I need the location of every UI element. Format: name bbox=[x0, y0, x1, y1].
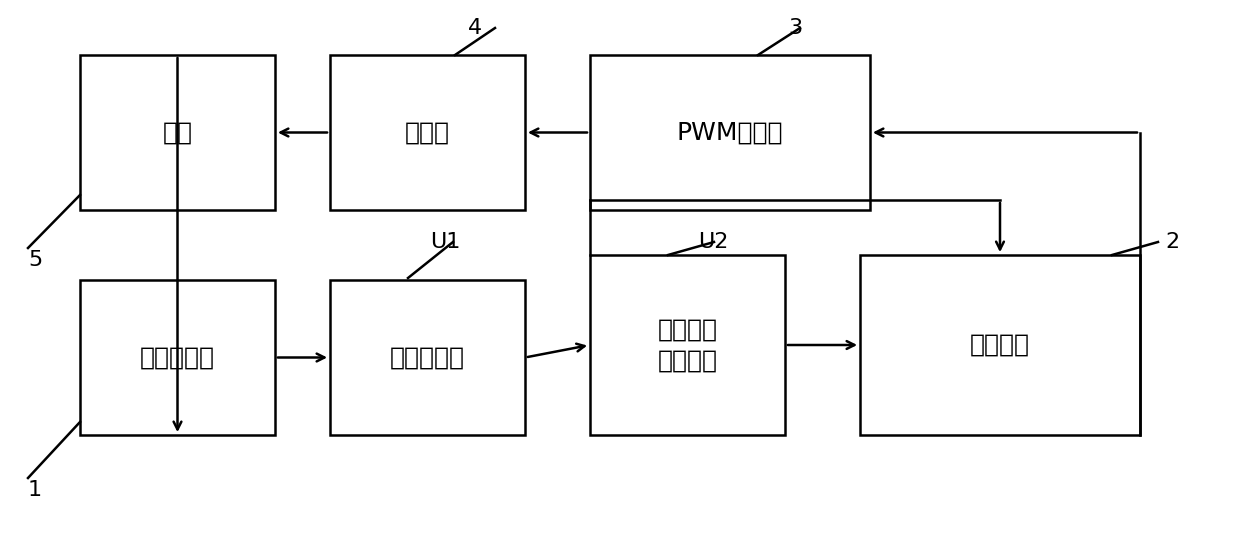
Bar bbox=[590, 55, 870, 210]
Bar bbox=[81, 280, 275, 435]
Bar bbox=[590, 255, 785, 435]
Text: U2: U2 bbox=[698, 232, 728, 252]
Bar bbox=[330, 280, 525, 435]
Text: 5: 5 bbox=[29, 250, 42, 270]
Text: 3: 3 bbox=[787, 18, 802, 38]
Bar bbox=[861, 255, 1140, 435]
Text: 4: 4 bbox=[467, 18, 482, 38]
Text: 微控制器: 微控制器 bbox=[970, 333, 1030, 357]
Text: 袖带: 袖带 bbox=[162, 121, 192, 144]
Text: 信号放大器: 信号放大器 bbox=[391, 345, 465, 369]
Text: 压力传感器: 压力传感器 bbox=[140, 345, 215, 369]
Bar bbox=[330, 55, 525, 210]
Text: 1: 1 bbox=[29, 480, 42, 500]
Text: PWM控制器: PWM控制器 bbox=[677, 121, 784, 144]
Text: 2: 2 bbox=[1166, 232, 1179, 252]
Text: 脉搏信号
提取电路: 脉搏信号 提取电路 bbox=[657, 317, 718, 373]
Bar bbox=[81, 55, 275, 210]
Text: U1: U1 bbox=[430, 232, 460, 252]
Text: 蠕动泵: 蠕动泵 bbox=[405, 121, 450, 144]
